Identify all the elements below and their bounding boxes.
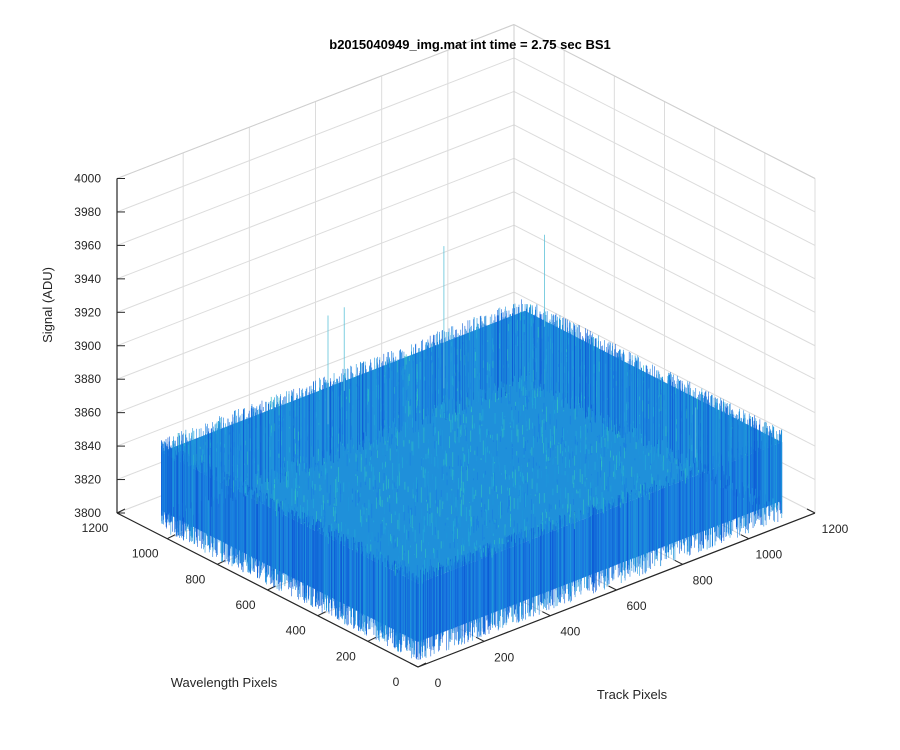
y-tick-label: 400	[286, 624, 306, 638]
box-edge	[116, 24, 515, 179]
box-edge	[513, 24, 816, 179]
grid-line	[116, 124, 515, 280]
surface	[161, 234, 783, 660]
y-tick-label: 200	[336, 649, 356, 663]
grid-line	[513, 124, 816, 280]
grid-line	[513, 157, 816, 313]
y-tick-label: 600	[235, 598, 255, 612]
z-tick-label: 3940	[74, 272, 101, 286]
x-tick-label: 400	[560, 625, 580, 639]
x-tick	[409, 662, 419, 668]
y-tick	[217, 559, 226, 565]
z-tick-label: 3960	[74, 238, 101, 252]
x-tick-label: 600	[626, 599, 646, 613]
grid-line	[116, 191, 515, 347]
y-tick-label: 1200	[82, 521, 109, 535]
grid-line	[116, 224, 515, 380]
axes	[116, 178, 816, 668]
y-tick	[116, 508, 126, 514]
z-tick-label: 3920	[74, 305, 101, 319]
x-tick-label: 1000	[755, 548, 782, 562]
y-tick	[317, 611, 326, 617]
grid-line	[513, 224, 816, 380]
grid-line	[513, 57, 816, 213]
grid-line	[513, 258, 816, 414]
x-tick-label: 1200	[822, 522, 849, 536]
y-tick-label: 800	[185, 572, 205, 586]
grid-line	[513, 291, 816, 447]
y-tick-label: 1000	[132, 547, 159, 561]
x-tick	[674, 559, 683, 565]
x-axis-label: Track Pixels	[597, 687, 668, 702]
x-tick	[806, 508, 816, 514]
z-tick-label: 3980	[74, 205, 101, 219]
grid-line	[116, 258, 515, 414]
grid-line	[513, 191, 816, 347]
z-tick-label: 3840	[74, 439, 101, 453]
z-axis-label: Signal (ADU)	[40, 267, 55, 343]
z-tick-label: 3860	[74, 406, 101, 420]
x-tick-label: 800	[693, 573, 713, 587]
y-axis-label: Wavelength Pixels	[171, 675, 278, 690]
z-tick-label: 3880	[74, 372, 101, 386]
z-tick-label: 3820	[74, 473, 101, 487]
x-tick	[475, 636, 485, 642]
z-tick-label: 3900	[74, 339, 101, 353]
grid-line	[513, 90, 816, 246]
z-tick-label: 4000	[74, 172, 101, 186]
grid-line	[116, 157, 515, 313]
y-tick	[166, 534, 176, 540]
x-tick	[542, 611, 551, 617]
grid-line	[116, 291, 515, 447]
y-tick-label: 0	[393, 675, 400, 689]
x-tick-label: 200	[494, 650, 514, 664]
x-tick	[740, 534, 750, 540]
y-tick	[417, 662, 427, 668]
y-tick	[367, 636, 377, 642]
tick-labels: 0 200 400 600 800 1000 1200 0 200 400 600 800 1000 12…	[74, 172, 848, 690]
grid-line	[116, 90, 515, 246]
chart-title: b2015040949_img.mat int time = 2.75 sec …	[329, 37, 610, 52]
x-tick	[608, 585, 617, 591]
z-tick-label: 3800	[74, 506, 101, 520]
x-tick-label: 0	[435, 676, 442, 690]
grid-line	[116, 57, 515, 213]
